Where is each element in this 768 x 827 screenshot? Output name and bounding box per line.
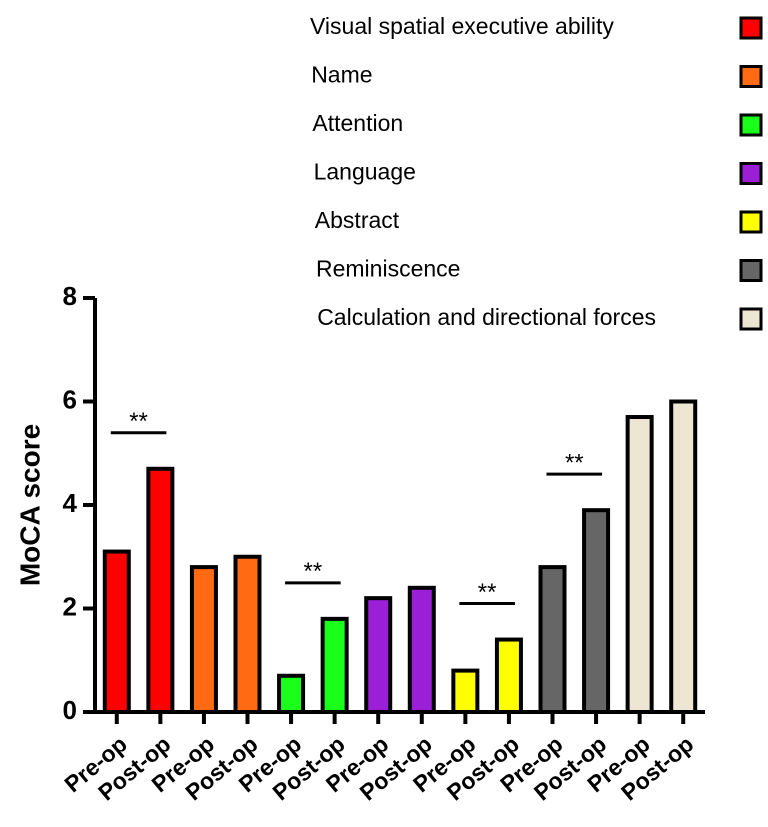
legend-label: Attention (312, 110, 403, 136)
bar (364, 596, 393, 715)
bar (146, 466, 175, 714)
legend-label: Name (311, 62, 372, 88)
bar (625, 415, 654, 714)
y-tick-label: 6 (63, 384, 77, 414)
legend-swatch (739, 16, 763, 40)
y-tick-label: 8 (63, 281, 77, 311)
y-tick-label: 0 (63, 695, 77, 725)
legend-label: Reminiscence (316, 256, 460, 282)
bar (320, 616, 349, 714)
bar (494, 637, 523, 714)
significance-label: ** (129, 408, 148, 435)
significance-label: ** (565, 450, 584, 477)
bar (102, 549, 131, 715)
bar (189, 565, 218, 714)
bar (582, 508, 611, 714)
legend-label: Calculation and directional forces (317, 304, 656, 330)
legend-swatch (739, 259, 763, 282)
bar (538, 565, 567, 714)
legend-label: Abstract (315, 207, 400, 233)
legend-swatch (739, 65, 763, 88)
bar (669, 399, 698, 714)
y-axis-label: MoCA score (14, 424, 45, 586)
bar (277, 673, 306, 715)
y-tick-label: 2 (63, 591, 77, 621)
y-tick-label: 4 (63, 488, 78, 518)
bar (451, 668, 480, 714)
legend-label: Language (314, 159, 416, 185)
legend-swatch (739, 162, 763, 185)
legend-swatch (739, 210, 763, 234)
bar (233, 554, 262, 714)
legend-swatch (739, 307, 763, 331)
bar (407, 585, 436, 714)
significance-label: ** (304, 558, 323, 585)
legend-swatch (739, 113, 763, 137)
legend-label: Visual spatial executive ability (310, 13, 614, 39)
significance-label: ** (478, 579, 497, 606)
